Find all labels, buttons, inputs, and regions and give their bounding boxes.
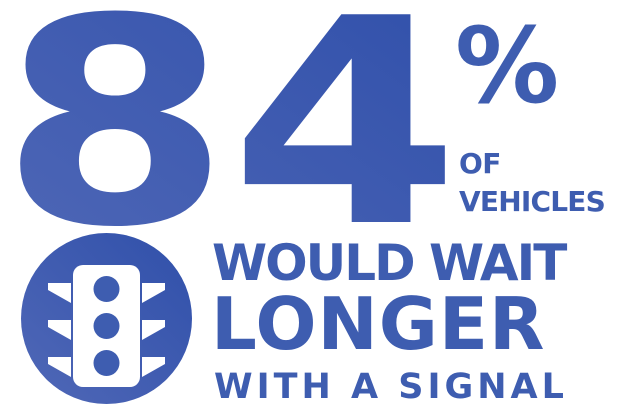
with-a-signal-line: WITH A SIGNAL bbox=[214, 367, 568, 407]
of-label: OF bbox=[459, 147, 501, 180]
would-wait-line: WOULD WAIT bbox=[212, 234, 567, 292]
longer-line: LONGER bbox=[211, 282, 546, 366]
signal-lamps bbox=[93, 276, 120, 376]
percent-sign: % bbox=[455, 5, 559, 127]
yellow-lamp bbox=[93, 313, 120, 339]
traffic-light-icon bbox=[21, 233, 192, 404]
vehicles-label: VEHICLES bbox=[459, 185, 606, 218]
green-lamp bbox=[93, 350, 120, 376]
big-number-84: 84 bbox=[0, 0, 460, 290]
big-number-text: 84 bbox=[0, 0, 460, 235]
red-lamp bbox=[93, 276, 120, 302]
